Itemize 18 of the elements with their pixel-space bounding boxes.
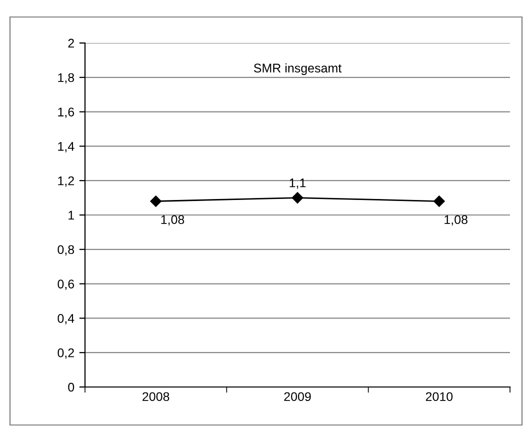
y-tick-label: 0	[68, 382, 74, 392]
x-tick-label: 2009	[284, 392, 311, 402]
text: SMR insgesamt	[254, 63, 342, 75]
x-tick-label: 2010	[426, 392, 453, 402]
y-tick-label: 1,8	[58, 73, 74, 84]
y-tick-label: 0,4	[58, 314, 74, 324]
data-label: 1,08	[444, 215, 468, 226]
x-tick-label: 2008	[142, 392, 170, 402]
y-tick-label: 0,2	[58, 348, 74, 359]
y-tick-label: 1,6	[58, 108, 74, 118]
y-tick-label: 1,2	[58, 176, 74, 187]
y-tick-label: 1,4	[58, 142, 74, 152]
data-label: 1,1	[290, 178, 306, 189]
y-tick-label: 0,8	[58, 245, 74, 256]
data-label: 1,08	[161, 215, 184, 226]
y-tick-label: 1	[68, 210, 74, 220]
y-tick-label: 2	[68, 38, 74, 48]
y-tick-label: 0,6	[58, 280, 74, 290]
